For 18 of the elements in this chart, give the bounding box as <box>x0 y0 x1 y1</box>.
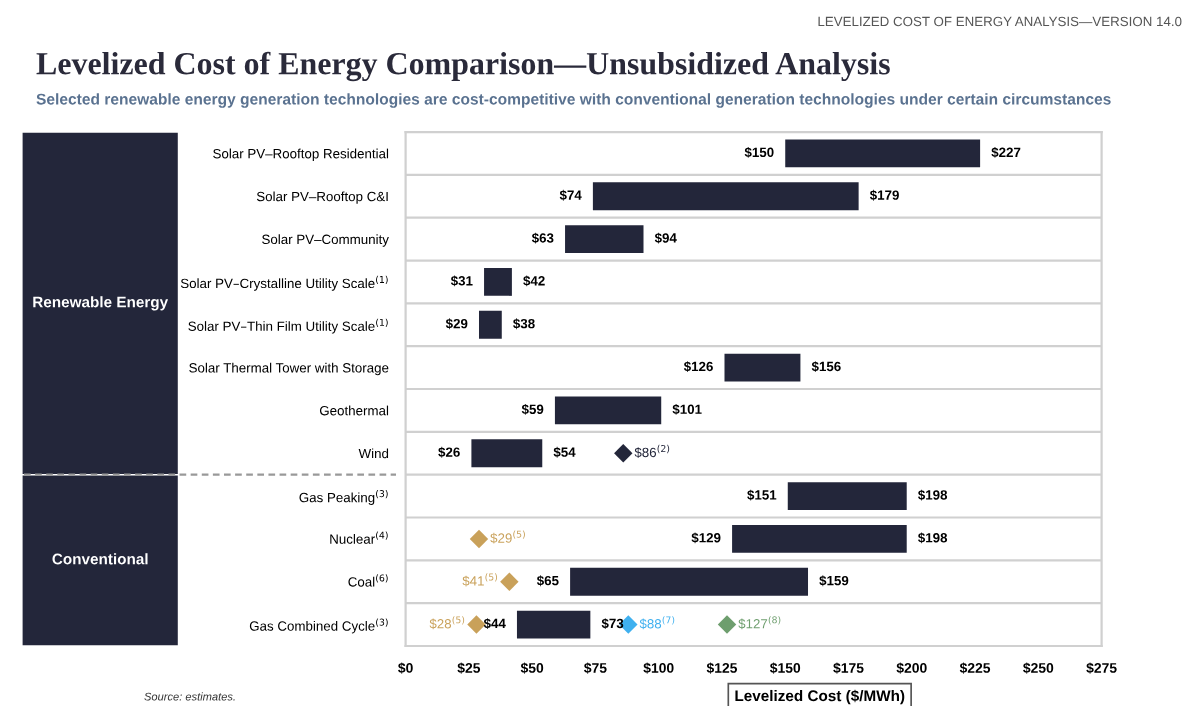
bar <box>787 482 907 510</box>
bar <box>724 353 801 382</box>
bar <box>570 567 809 596</box>
bar <box>732 524 907 553</box>
point <box>469 529 489 549</box>
bar <box>484 268 512 296</box>
bar <box>554 396 662 425</box>
bar <box>516 610 591 639</box>
bar <box>479 310 502 339</box>
chart-title: Levelized Cost of Energy Comparison—Unsubsidized Analysis <box>36 51 890 82</box>
bar <box>785 139 981 168</box>
bar <box>592 182 859 211</box>
point <box>467 615 486 634</box>
point <box>500 572 519 591</box>
bar <box>565 225 644 254</box>
point <box>614 444 633 463</box>
point <box>717 615 737 634</box>
bar <box>471 439 543 468</box>
